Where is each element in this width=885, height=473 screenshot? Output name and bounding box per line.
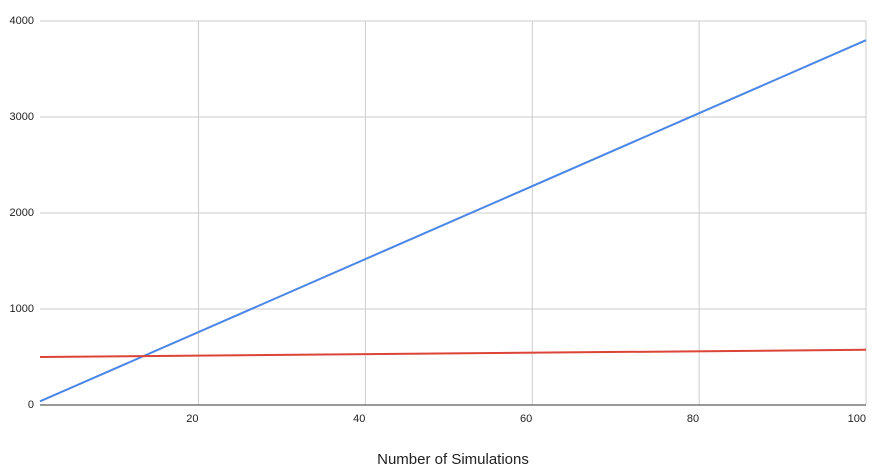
- y-tick-label: 3000: [10, 111, 34, 123]
- x-tick-label: 40: [353, 413, 365, 425]
- y-tick-label: 0: [28, 399, 34, 411]
- line-series: [39, 39, 867, 403]
- y-tick-label: 4000: [10, 15, 34, 27]
- y-tick-label: 2000: [10, 207, 34, 219]
- x-tick-label: 60: [520, 413, 532, 425]
- x-tick-label: 20: [186, 413, 198, 425]
- line-series: [39, 348, 867, 358]
- x-tick-label: 100: [848, 413, 866, 425]
- x-axis-title: Number of Simulations: [377, 451, 529, 468]
- y-tick-label: 1000: [10, 303, 34, 315]
- x-tick-label: 80: [687, 413, 699, 425]
